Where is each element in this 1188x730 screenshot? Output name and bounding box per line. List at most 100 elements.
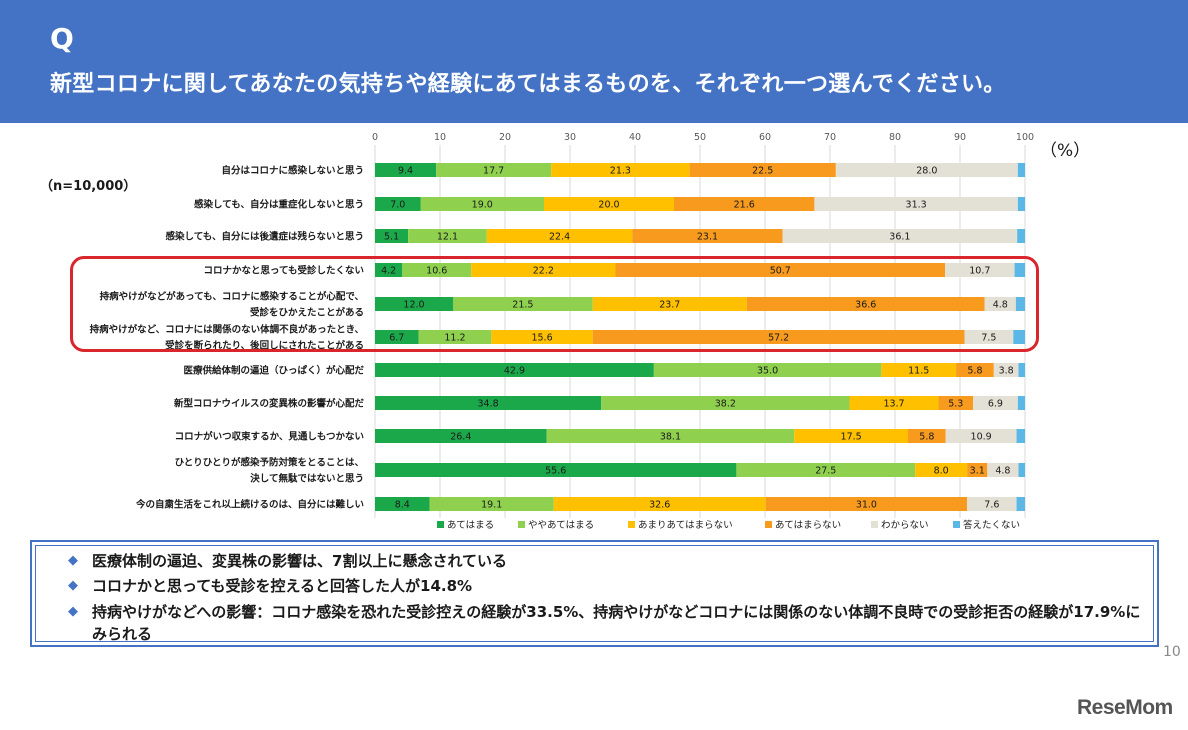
data-label: 4.2 (381, 266, 396, 277)
bar-segment (915, 463, 968, 477)
bar-segment (1017, 396, 1025, 410)
question-marker: Q (50, 22, 74, 55)
category-label: 感染しても、自分には後遺症は残らないと思う (166, 231, 364, 243)
category-label: 新型コロナウイルスの変異株の影響が心配だ (174, 398, 365, 410)
diamond-bullet-icon: ◆ (68, 553, 78, 568)
data-label: 57.2 (768, 333, 789, 344)
data-label: 36.6 (855, 300, 876, 311)
bar-segment (375, 330, 419, 344)
data-label: 7.5 (981, 333, 996, 344)
x-tick-label: 90 (954, 132, 966, 143)
bar-segment (420, 197, 544, 211)
data-label: 3.1 (970, 466, 985, 477)
bar-segment (814, 197, 1018, 211)
bar-segment (375, 297, 453, 311)
bar-segment (881, 363, 957, 377)
data-label: 17.7 (483, 166, 504, 177)
bar-segment (491, 330, 593, 344)
stacked-bar-chart: 0 10 20 30 40 50 60 70 80 90 100 自分はコロナに感染しないと思う 9.4… (90, 132, 1034, 531)
data-label: 11.5 (908, 366, 929, 377)
data-label: 23.1 (697, 232, 718, 243)
bar-segment (408, 229, 487, 243)
bar-segment (375, 463, 737, 477)
bar-segment (689, 163, 836, 177)
bar-segment (402, 263, 472, 277)
data-label: 21.6 (734, 200, 755, 211)
bar-segment (592, 297, 747, 311)
data-label: 8.4 (395, 500, 410, 511)
bar-segment (967, 463, 988, 477)
data-label: 22.4 (549, 232, 570, 243)
data-label: 7.6 (984, 500, 999, 511)
data-label: 28.0 (916, 166, 937, 177)
bar-segment (746, 297, 985, 311)
data-label: 6.9 (988, 399, 1003, 410)
summary-item-2: ◆ コロナかと思っても受診を控えると回答した人が14.8% (68, 575, 1152, 597)
diamond-bullet-icon: ◆ (68, 604, 78, 619)
x-tick-label: 30 (564, 132, 576, 143)
summary-box: ◆ 医療体制の逼迫、変異株の影響は、7割以上に懸念されている ◆ コロナかと思っ… (30, 540, 1159, 647)
data-label: 11.2 (444, 333, 465, 344)
question-text: 新型コロナに関してあなたの気持ちや経験にあてはまるものを、それぞれ一つ選んでくだ… (50, 72, 1006, 97)
data-label: 12.1 (437, 232, 458, 243)
page-number: 10 (1163, 644, 1181, 660)
category-label: 持病やけがなど、コロナには関係のない体調不良があったとき、 (90, 324, 364, 336)
bar-segment (674, 197, 815, 211)
category-label: コロナかなと思っても受診したくない (203, 265, 364, 277)
bar-segment (551, 163, 690, 177)
legend-swatch (437, 521, 444, 528)
data-label: 5.1 (384, 232, 399, 243)
bar-segment (782, 229, 1018, 243)
bar-segment (945, 263, 1015, 277)
bar-segment (453, 297, 593, 311)
x-tick-label: 40 (629, 132, 641, 143)
data-label: 12.0 (403, 300, 424, 311)
bar-segment (544, 197, 674, 211)
data-label: 17.5 (841, 432, 862, 443)
category-label: 感染しても、自分は重症化しないと思う (194, 199, 364, 211)
data-label: 20.0 (598, 200, 619, 211)
category-label: 持病やけがなどがあっても、コロナに感染することが心配で、 (100, 291, 364, 303)
bar-segment (835, 163, 1018, 177)
legend-swatch (518, 521, 525, 528)
bar-segment (964, 330, 1014, 344)
data-label: 38.1 (660, 432, 681, 443)
bar-segment (436, 163, 552, 177)
bar-segment (375, 497, 430, 511)
x-tick-label: 0 (372, 132, 378, 143)
bar-segment (486, 229, 633, 243)
data-label: 32.6 (649, 500, 670, 511)
data-label: 42.9 (504, 366, 525, 377)
data-label: 36.1 (889, 232, 910, 243)
data-label: 50.7 (770, 266, 791, 277)
bar-segment (908, 429, 946, 443)
data-label: 5.8 (967, 366, 982, 377)
category-label: 今の自粛生活をこれ以上続けるのは、自分には難しい (135, 499, 364, 511)
x-tick-label: 10 (434, 132, 446, 143)
bar-segment (1017, 163, 1025, 177)
data-label: 22.2 (533, 266, 554, 277)
bar-segment (375, 163, 437, 177)
diamond-bullet-icon: ◆ (68, 578, 78, 593)
legend-label: あてはまらない (775, 520, 841, 531)
data-label: 19.1 (481, 500, 502, 511)
x-tick-label: 50 (694, 132, 706, 143)
data-label: 21.5 (512, 300, 533, 311)
x-tick-label: 20 (499, 132, 511, 143)
data-label: 5.8 (919, 432, 934, 443)
category-label: コロナがいつ収束するか、見通しもつかない (175, 431, 364, 443)
data-label: 19.0 (472, 200, 493, 211)
bar-segment (1017, 197, 1025, 211)
x-tick-label: 60 (759, 132, 771, 143)
category-label: 医療供給体制の逼迫（ひっぱく）が心配だ (183, 365, 364, 377)
bar-segment (546, 429, 795, 443)
data-label: 9.4 (398, 166, 413, 177)
category-label: ひとりひとりが感染予防対策をとることは、 (175, 457, 364, 469)
bar-segment (375, 396, 602, 410)
sample-size-label: （n=10,000） (40, 179, 137, 194)
x-tick-label: 100 (1016, 132, 1034, 143)
bar-segment (967, 497, 1017, 511)
bar-segment (765, 497, 968, 511)
legend-swatch (871, 521, 878, 528)
data-label: 5.3 (948, 399, 963, 410)
